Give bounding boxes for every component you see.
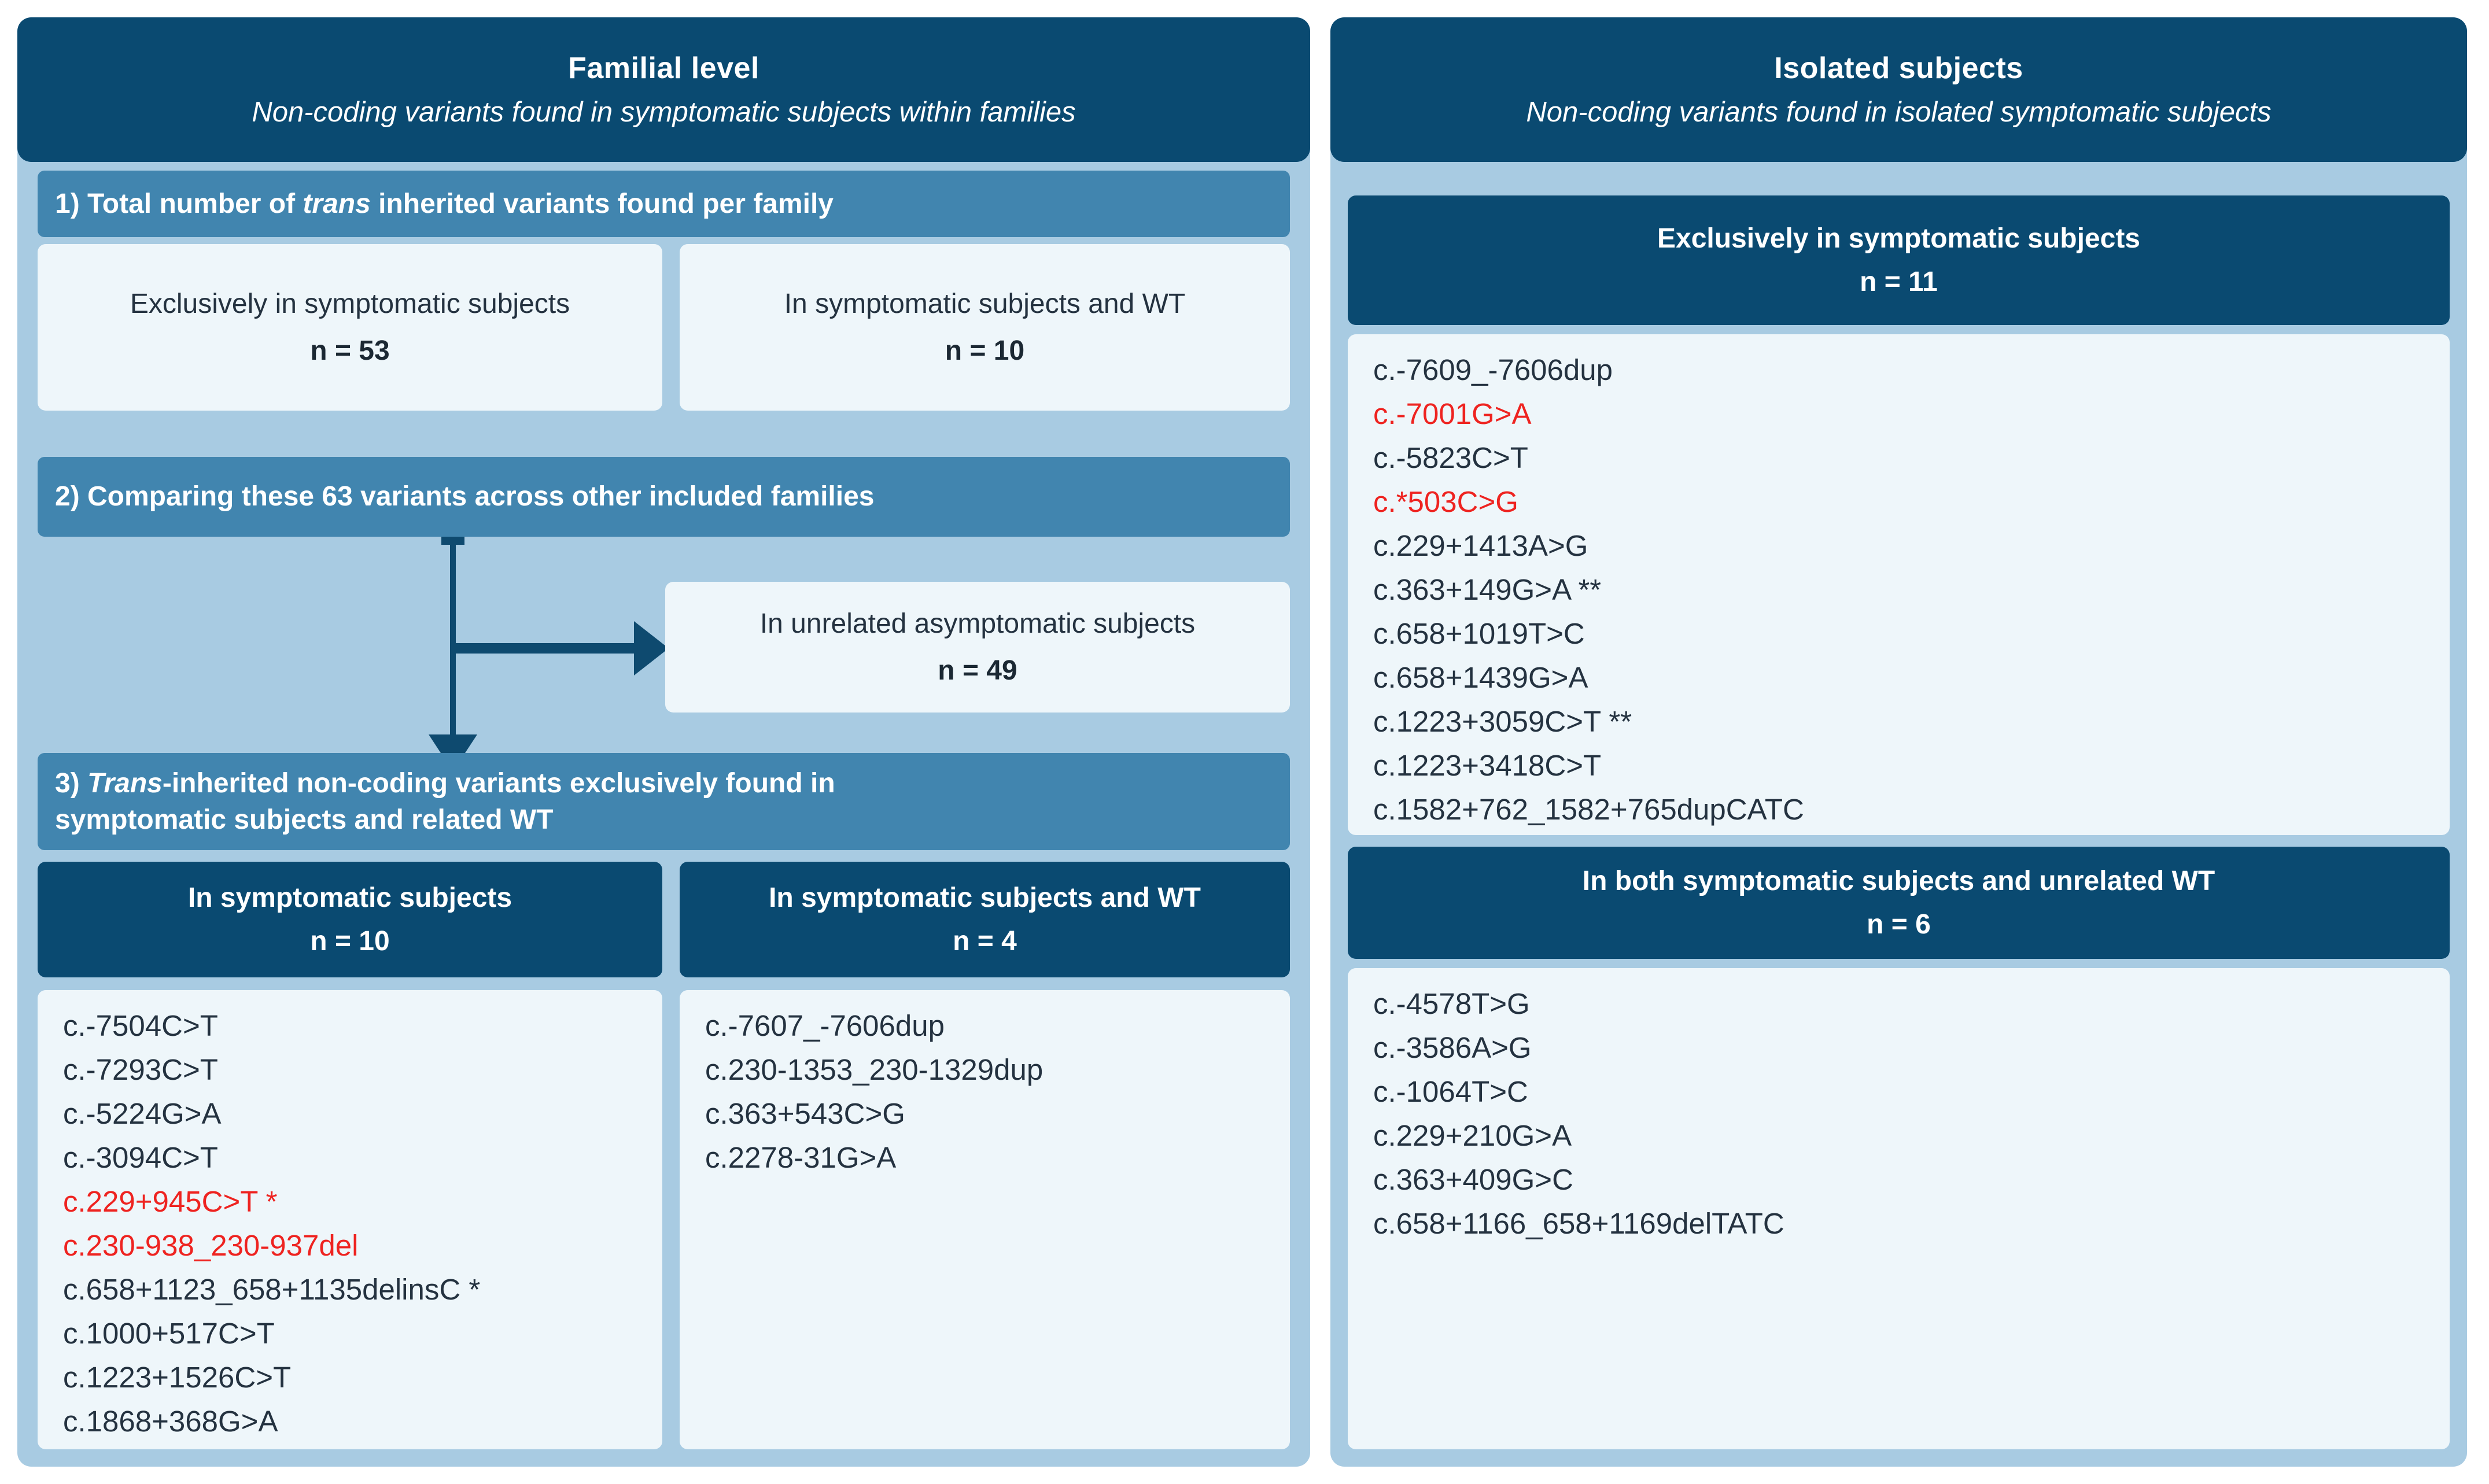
variant-item: c.229+945C>T * <box>63 1185 278 1218</box>
variant-item: c.363+149G>A ** <box>1373 573 1602 606</box>
variant-item: c.1868+368G>A <box>63 1405 278 1438</box>
variant-item: c.-7607_-7606dup <box>705 1009 945 1042</box>
variant-item: c.1223+1526C>T <box>63 1361 292 1394</box>
variant-item: c.-4578T>G <box>1373 987 1530 1020</box>
count-label: n = 4 <box>953 926 1017 957</box>
variant-item: c.1000+517C>T <box>63 1317 275 1350</box>
summary-box-label: Exclusively in symptomatic subjects <box>130 289 570 319</box>
variant-item: c.1223+3059C>T ** <box>1373 705 1632 738</box>
section2-header: 2) Comparing these 63 variants across ot… <box>38 457 1290 537</box>
column-header-label: In symptomatic subjects and WT <box>769 883 1201 913</box>
count-label: n = 10 <box>945 335 1025 366</box>
variant-item: c.1223+3418C>T <box>1373 749 1602 782</box>
isolated-header-both: In both symptomatic subjects and unrelat… <box>1348 847 2450 959</box>
section3-text-suffix: -inherited non-coding variants exclusive… <box>55 767 835 835</box>
familial-panel: Familial level Non-coding variants found… <box>17 17 1310 1467</box>
section3-text-italic: Trans <box>87 767 163 799</box>
variant-item: c.363+409G>C <box>1373 1163 1573 1196</box>
variant-item: c.-7001G>A <box>1373 397 1532 430</box>
summary-box-symptomatic-and-wt: In symptomatic subjects and WT n = 10 <box>680 244 1290 411</box>
variant-item: c.230-938_230-937del <box>63 1229 359 1262</box>
variant-item: c.230-1353_230-1329dup <box>705 1053 1043 1086</box>
section3-text-prefix: 3) <box>55 767 88 799</box>
isolated-panel: Isolated subjects Non-coding variants fo… <box>1330 17 2467 1467</box>
branch-box-label: In unrelated asymptomatic subjects <box>759 608 1196 639</box>
variant-item: c.2278-31G>A <box>705 1141 897 1174</box>
column-header-label: In both symptomatic subjects and unrelat… <box>1582 866 2215 896</box>
variant-item: c.229+1413A>G <box>1373 529 1588 562</box>
column-header-label: In symptomatic subjects <box>187 883 512 913</box>
summary-box-symptomatic-only: Exclusively in symptomatic subjects n = … <box>38 244 662 411</box>
variant-item: c.*503C>G <box>1373 485 1518 518</box>
isolated-panel-subtitle: Non-coding variants found in isolated sy… <box>1526 97 2272 128</box>
variant-list-isolated-both: c.-4578T>G c.-3586A>G c.-1064T>C c.229+210G… <box>1348 968 2450 1449</box>
variant-item: c.363+543C>G <box>705 1097 905 1130</box>
count-label: n = 6 <box>1867 909 1931 940</box>
variant-item: c.658+1019T>C <box>1373 617 1585 650</box>
count-label: n = 11 <box>1860 267 1938 297</box>
section1-text-prefix: 1) Total number of <box>55 188 303 219</box>
section1-text-suffix: inherited variants found per family <box>370 188 834 219</box>
isolated-panel-header: Isolated subjects Non-coding variants fo… <box>1330 17 2467 162</box>
count-label: n = 49 <box>938 655 1017 686</box>
isolated-header-exclusive: Exclusively in symptomatic subjects n = … <box>1348 195 2450 325</box>
variant-item: c.-1064T>C <box>1373 1075 1528 1108</box>
variant-list-symptomatic: c.-7504C>T c.-7293C>T c.-5224G>A c.-3094C>T… <box>38 990 662 1449</box>
variant-item: c.658+1166_658+1169delTATC <box>1373 1207 1784 1240</box>
isolated-panel-title: Isolated subjects <box>1774 51 2023 85</box>
flow-line-horizontal <box>450 643 635 654</box>
variant-item: c.1582+762_1582+765dupCATC <box>1373 793 1804 826</box>
column-header-symptomatic: In symptomatic subjects n = 10 <box>38 862 662 977</box>
variant-item: c.-7504C>T <box>63 1009 218 1042</box>
column-header-label: Exclusively in symptomatic subjects <box>1657 223 2140 254</box>
variant-item: c.-5823C>T <box>1373 441 1528 474</box>
variant-item: c.-3586A>G <box>1373 1031 1532 1064</box>
flow-line-vertical <box>450 537 456 738</box>
variant-list-isolated-exclusive: c.-7609_-7606dup c.-7001G>A c.-5823C>T c.*5… <box>1348 334 2450 835</box>
section1-header: 1) Total number of trans inherited varia… <box>38 171 1290 237</box>
section1-text-italic: trans <box>303 188 371 219</box>
variant-item: c.-3094C>T <box>63 1141 218 1174</box>
variant-item: c.229+210G>A <box>1373 1119 1572 1152</box>
variant-item: c.658+1439G>A <box>1373 661 1588 694</box>
section2-text: 2) Comparing these 63 variants across ot… <box>55 481 875 512</box>
variant-list-symptomatic-and-wt: c.-7607_-7606dup c.230-1353_230-1329dup c.… <box>680 990 1290 1449</box>
variant-item: c.-7609_-7606dup <box>1373 353 1613 386</box>
familial-panel-title: Familial level <box>568 51 759 85</box>
summary-box-label: In symptomatic subjects and WT <box>784 289 1186 319</box>
familial-panel-subtitle: Non-coding variants found in symptomatic… <box>252 97 1076 128</box>
count-label: n = 10 <box>310 926 390 957</box>
column-header-symptomatic-and-wt: In symptomatic subjects and WT n = 4 <box>680 862 1290 977</box>
section3-header: 3) Trans-inherited non-coding variants e… <box>38 753 1290 850</box>
variant-item: c.658+1123_658+1135delinsC * <box>63 1273 481 1306</box>
variant-item: c.-5224G>A <box>63 1097 222 1130</box>
variant-item: c.-7293C>T <box>63 1053 218 1086</box>
count-label: n = 53 <box>310 335 390 366</box>
familial-panel-header: Familial level Non-coding variants found… <box>17 17 1310 162</box>
arrow-right-icon <box>634 621 669 675</box>
branch-box-unrelated-asymptomatic: In unrelated asymptomatic subjects n = 4… <box>665 582 1290 713</box>
